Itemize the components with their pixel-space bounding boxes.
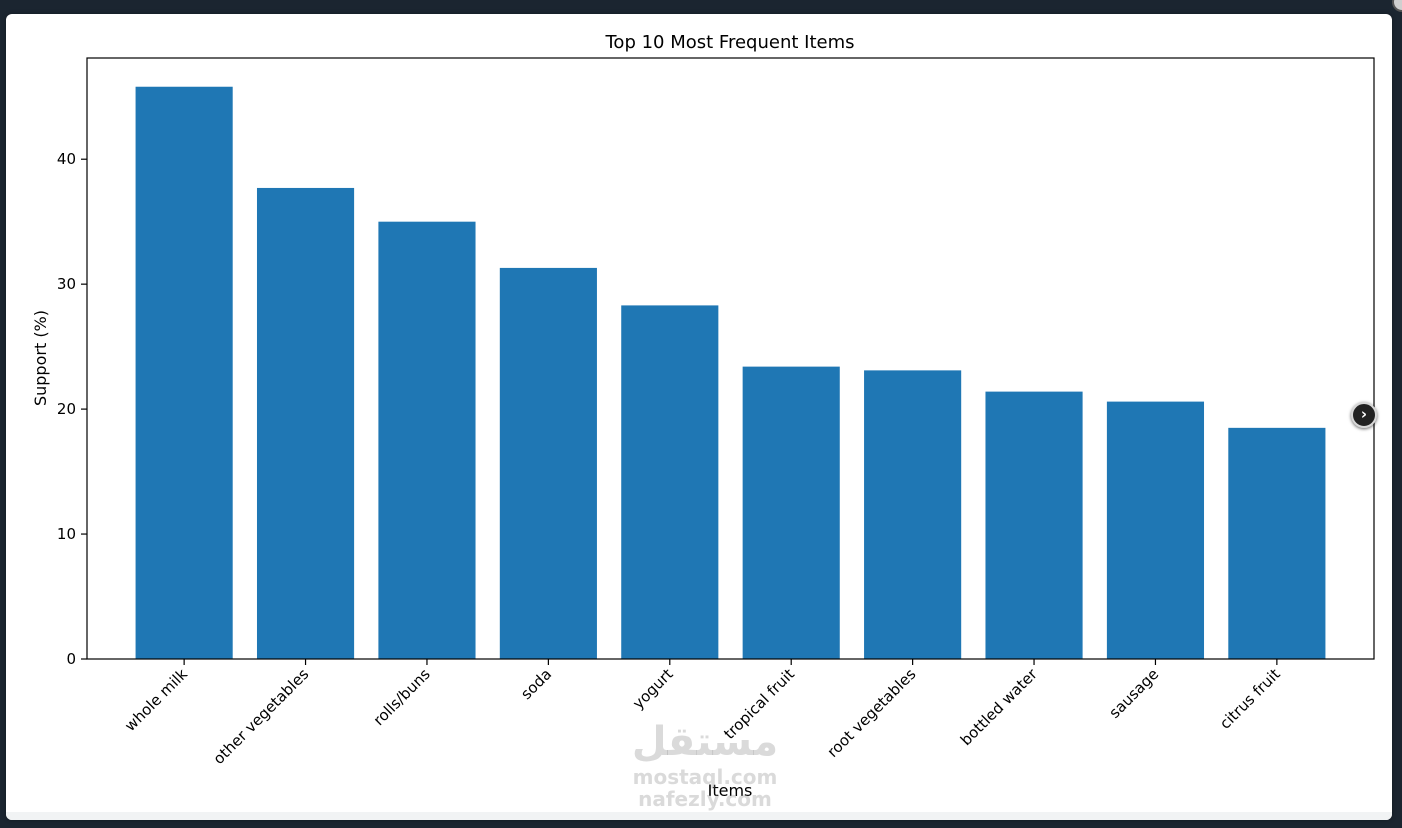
bar-8 [985, 391, 1083, 659]
y-tick-label-10: 10 [57, 525, 76, 543]
x-tick-label-7: root vegetables [824, 665, 920, 761]
y-tick-label-0: 0 [66, 650, 76, 668]
bar-10 [1228, 427, 1326, 659]
bar-4 [499, 267, 597, 659]
x-tick-label-4: soda [517, 665, 555, 703]
x-tick-label-10: citrus fruit [1216, 665, 1284, 733]
y-tick-label-30: 30 [57, 275, 76, 293]
bar-1 [135, 86, 233, 660]
x-axis-label: Items [708, 781, 753, 800]
bar-2 [256, 187, 355, 659]
close-icon[interactable] [1392, 0, 1402, 12]
bar-9 [1106, 401, 1205, 659]
plot-border [86, 57, 1375, 660]
chevron-right-icon: › [1360, 404, 1368, 423]
x-tick-label-8: bottled water [957, 665, 1042, 750]
bar-3 [378, 221, 476, 659]
bar-chart: Top 10 Most Frequent Items 0 10 20 30 40 whol… [31, 32, 1375, 800]
y-tick-label-40: 40 [57, 150, 76, 168]
plot-area: 0 10 20 30 40 whole milk other vegetables rolls… [57, 57, 1375, 768]
x-tick-label-6: tropical fruit [720, 665, 798, 743]
chart-frame: Top 10 Most Frequent Items 0 10 20 30 40 whol… [6, 14, 1392, 820]
bar-5 [621, 305, 719, 659]
bar-7 [864, 370, 962, 659]
frame-footer [6, 812, 1392, 820]
x-tick-label-2: other vegetables [210, 665, 313, 768]
y-axis-label: Support (%) [31, 310, 50, 406]
x-tick-label-1: whole milk [121, 665, 191, 735]
x-tick-label-5: yogurt [629, 665, 677, 713]
x-tick-label-9: sausage [1106, 665, 1163, 722]
bar-6 [742, 366, 840, 659]
y-tick-label-20: 20 [57, 400, 76, 418]
x-tick-label-3: rolls/buns [370, 665, 434, 729]
next-image-button[interactable]: › [1351, 402, 1377, 428]
chart-title: Top 10 Most Frequent Items [605, 32, 855, 53]
